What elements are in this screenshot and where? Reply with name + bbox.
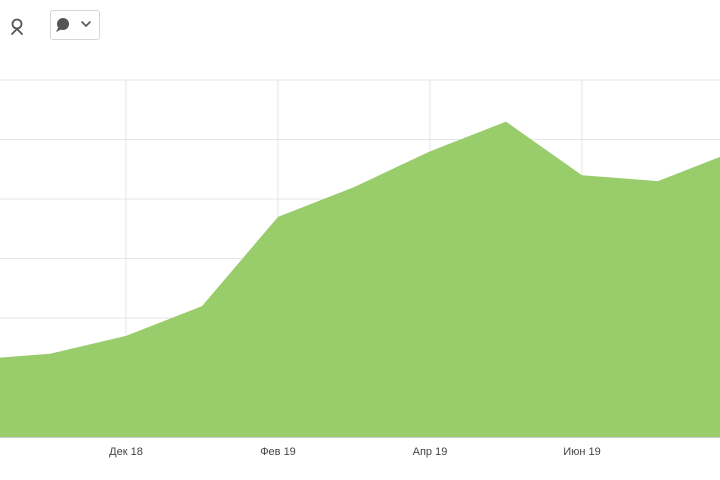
comment-dropdown-button[interactable] bbox=[50, 10, 100, 40]
map-pin-icon bbox=[11, 18, 23, 35]
x-tick-label: Фев 19 bbox=[260, 446, 296, 458]
area-series-fill bbox=[0, 121, 720, 437]
x-tick-label: Июн 19 bbox=[563, 446, 601, 458]
pin-button[interactable] bbox=[4, 12, 30, 42]
x-tick-label: Апр 19 bbox=[413, 446, 448, 458]
comment-button-icons bbox=[56, 18, 91, 32]
speech-bubble-icon bbox=[56, 18, 69, 32]
chart-toolbar bbox=[0, 0, 720, 56]
chart-area-series bbox=[0, 121, 720, 437]
x-tick-label: Дек 18 bbox=[109, 446, 143, 458]
chevron-down-icon bbox=[81, 21, 91, 27]
